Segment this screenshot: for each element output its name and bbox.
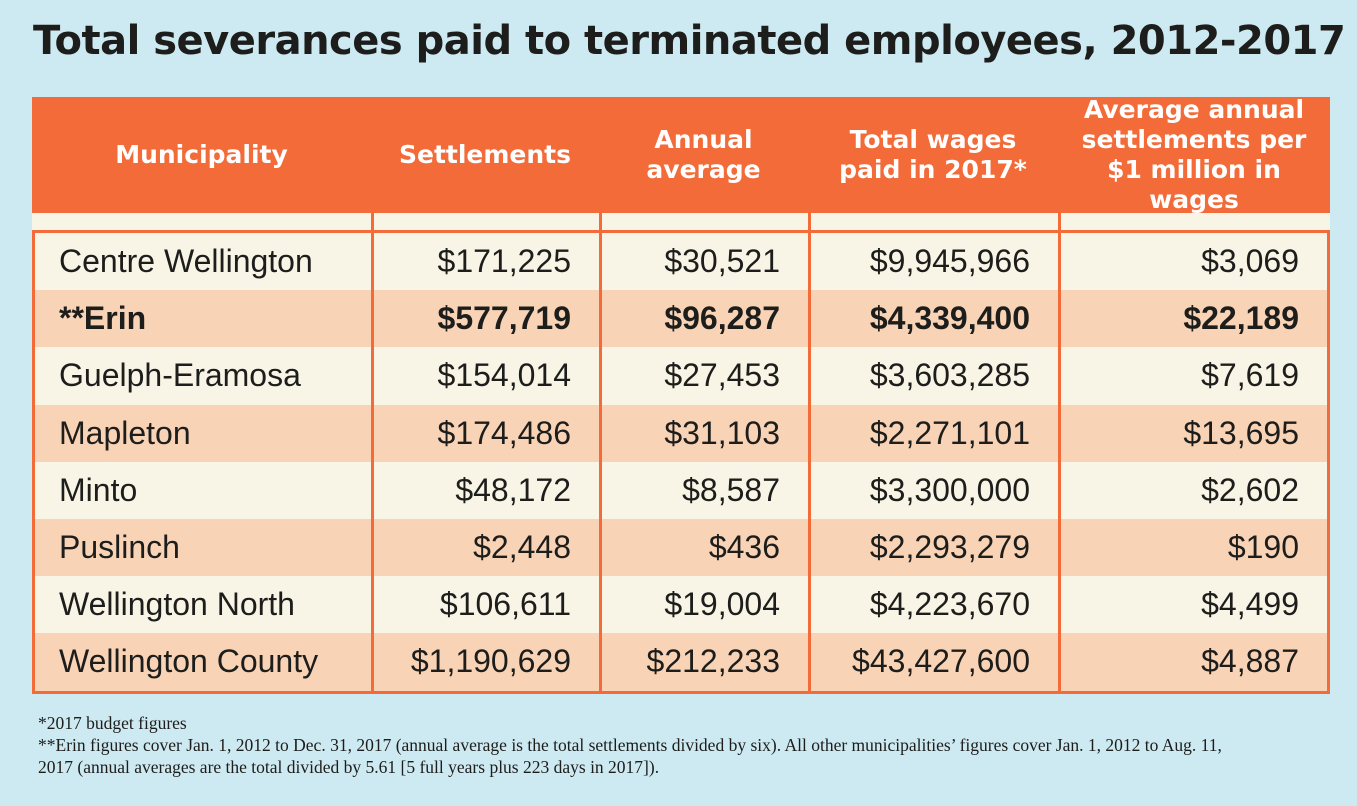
table-row: **Erin $577,719 $96,287 $4,339,400 $22,189: [35, 290, 1327, 348]
cell-annual-average: $27,453: [599, 347, 808, 405]
spacer-cell: [371, 213, 599, 230]
header-settlements: Settlements: [398, 140, 572, 169]
table-row: Puslinch $2,448 $436 $2,293,279 $190: [35, 518, 1327, 577]
table-body: Centre Wellington $171,225 $30,521 $9,945,9…: [32, 230, 1330, 694]
cell-total-wages: $3,603,285: [808, 347, 1058, 405]
cell-municipality: **Erin: [59, 300, 147, 337]
spacer-cell: [599, 213, 808, 230]
table-header: Municipality Settlements Annual average …: [32, 95, 1330, 214]
cell-total-wages: $2,271,101: [808, 404, 1058, 462]
cell-annual-average: $212,233: [599, 633, 808, 691]
cell-annual-average: $436: [599, 518, 808, 577]
cell-municipality: Puslinch: [59, 529, 180, 566]
cell-settlements-per-million: $2,602: [1058, 461, 1327, 519]
spacer-cell: [1058, 213, 1330, 230]
cell-municipality: Mapleton: [59, 414, 191, 451]
cell-annual-average: $96,287: [599, 290, 808, 348]
table-row: Mapleton $174,486 $31,103 $2,271,101 $13,695: [35, 404, 1327, 462]
cell-settlements-per-million: $13,695: [1058, 404, 1327, 462]
cell-settlements: $1,190,629: [371, 633, 599, 691]
cell-municipality: Wellington County: [59, 643, 319, 680]
cell-municipality: Guelph-Eramosa: [59, 357, 301, 394]
cell-settlements-per-million: $3,069: [1058, 233, 1327, 291]
cell-total-wages: $43,427,600: [808, 633, 1058, 691]
spacer-cell: [808, 213, 1058, 230]
cell-annual-average: $8,587: [599, 461, 808, 519]
table-row: Wellington County $1,190,629 $212,233 $43,4…: [35, 633, 1327, 691]
cell-settlements-per-million: $190: [1058, 518, 1327, 577]
cell-total-wages: $9,945,966: [808, 233, 1058, 291]
severance-table: Municipality Settlements Annual average …: [32, 95, 1330, 694]
table-row: Guelph-Eramosa $154,014 $27,453 $3,603,285 $…: [35, 347, 1327, 405]
cell-total-wages: $3,300,000: [808, 461, 1058, 519]
cell-total-wages: $4,223,670: [808, 576, 1058, 634]
header-annual-average: Annual average: [646, 125, 761, 184]
table-row: Wellington North $106,611 $19,004 $4,223,67…: [35, 576, 1327, 634]
footnote-erin: **Erin figures cover Jan. 1, 2012 to Dec…: [38, 735, 1222, 777]
cell-total-wages: $4,339,400: [808, 290, 1058, 348]
cell-municipality: Wellington North: [59, 586, 295, 623]
cell-annual-average: $19,004: [599, 576, 808, 634]
spacer-cell: [32, 213, 371, 230]
cell-settlements: $174,486: [371, 404, 599, 462]
cell-settlements: $154,014: [371, 347, 599, 405]
chart-title: Total severances paid to terminated empl…: [33, 18, 1346, 64]
cell-annual-average: $30,521: [599, 233, 808, 291]
header-municipality: Municipality: [115, 140, 288, 169]
header-settlements-per-million: Average annual settlements per $1 millio…: [1081, 95, 1307, 214]
header-total-wages: Total wages paid in 2017*: [839, 125, 1027, 184]
header-spacer: [32, 213, 1330, 230]
footnotes: *2017 budget figures **Erin figures cove…: [38, 712, 1248, 778]
cell-settlements-per-million: $4,499: [1058, 576, 1327, 634]
cell-settlements-per-million: $4,887: [1058, 633, 1327, 691]
cell-settlements-per-million: $22,189: [1058, 290, 1327, 348]
cell-settlements: $577,719: [371, 290, 599, 348]
cell-municipality: Minto: [59, 471, 138, 508]
cell-settlements: $171,225: [371, 233, 599, 291]
table-row: Minto $48,172 $8,587 $3,300,000 $2,602: [35, 461, 1327, 519]
cell-settlements: $48,172: [371, 461, 599, 519]
table-row: Centre Wellington $171,225 $30,521 $9,945,9…: [35, 233, 1327, 291]
cell-municipality: Centre Wellington: [59, 243, 313, 280]
footnote-budget: *2017 budget figures: [38, 713, 187, 733]
cell-total-wages: $2,293,279: [808, 518, 1058, 577]
cell-settlements: $2,448: [371, 518, 599, 577]
cell-annual-average: $31,103: [599, 404, 808, 462]
cell-settlements: $106,611: [371, 576, 599, 634]
cell-settlements-per-million: $7,619: [1058, 347, 1327, 405]
